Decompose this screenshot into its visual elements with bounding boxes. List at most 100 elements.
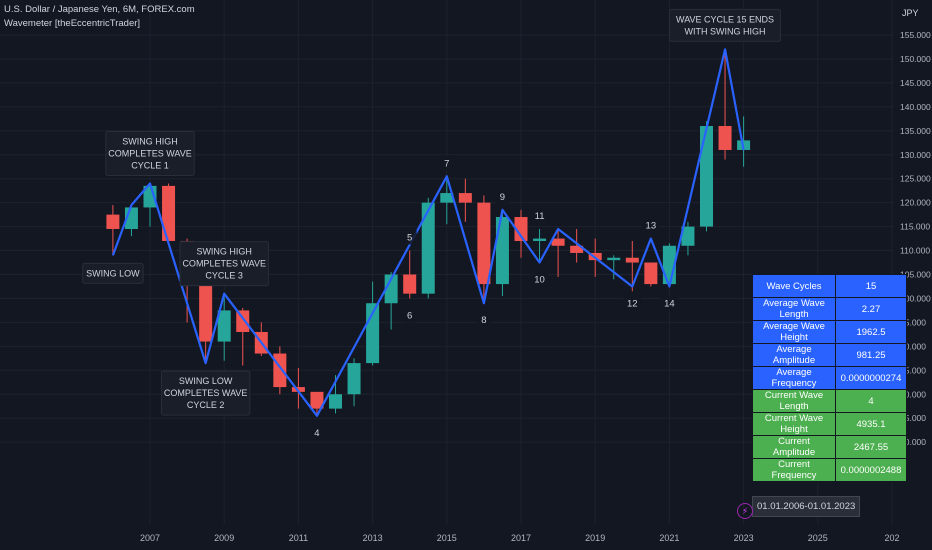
wave-number-text: 11 [535, 211, 545, 222]
candle [403, 250, 417, 299]
annotation-text: COMPLETES WAVE [164, 388, 248, 398]
wave-number-text: 14 [664, 298, 675, 309]
candle-body [477, 202, 491, 285]
wave-number-bg [309, 424, 324, 440]
candle-body [106, 214, 120, 229]
annotation-bg [82, 262, 144, 284]
x-axis[interactable]: 2007 2009 2011 2013 2015 2017 2019 2021 2023 2025… [140, 533, 900, 543]
candle-body [347, 363, 361, 395]
stats-label: Wave Cycles [752, 274, 836, 298]
lightning-icon[interactable]: ⚡ [737, 503, 753, 519]
annotation-box: WAVE CYCLE 15 ENDS WITH SWING HIGH [669, 8, 781, 42]
wave-labels: 4 5 6 7 8 9 10 11 12 13 14 SWING LOW SWING HIGH COMPL… [82, 8, 781, 440]
symbol-title: U.S. Dollar / Japanese Yen, 6M, FOREX.co… [4, 4, 195, 15]
candle [458, 178, 472, 222]
candle-body [310, 391, 324, 409]
y-tick-label: 110.000 [900, 246, 930, 256]
wave-number-bg [495, 188, 510, 204]
x-tick-label: 2009 [214, 533, 234, 543]
candle [273, 346, 287, 395]
wave-number-text: 8 [481, 315, 486, 326]
stats-value: 0.0000002488 [835, 458, 907, 482]
stats-row: Current Amplitude 2467.55 [752, 435, 907, 459]
candle-body [236, 310, 250, 332]
candle-body [291, 387, 305, 392]
y-tick-label: 155.000 [900, 30, 931, 40]
wave-number-label: 7 [439, 155, 454, 171]
wave-number-bg [623, 295, 642, 311]
candle [607, 255, 621, 280]
candle [718, 49, 732, 160]
x-tick-label: 2015 [437, 533, 457, 543]
candle-body [329, 394, 342, 409]
annotation-box: SWING LOW [82, 262, 144, 284]
candle-body [421, 202, 435, 294]
wave-number-label: 8 [476, 312, 491, 328]
wave-number-label: 5 [402, 229, 417, 245]
stats-value: 2.27 [835, 297, 907, 321]
y-axis[interactable]: JPY 70.000 75.000 80.000 85.000 90.000 95.000 1… [900, 8, 931, 447]
candle [625, 240, 639, 292]
candle [681, 221, 695, 256]
stats-label: Current Frequency [752, 458, 836, 482]
annotation-text: CYCLE 3 [205, 271, 243, 281]
candle [495, 212, 509, 297]
candle-body [681, 226, 695, 246]
wave-number-text: 13 [646, 221, 657, 232]
annotation-box: SWING LOW COMPLETES WAVE CYCLE 2 [160, 370, 251, 416]
candle-body [570, 245, 584, 253]
candle [533, 228, 547, 263]
wave-number-text: 10 [534, 275, 545, 286]
currency-label: JPY [902, 8, 919, 18]
annotation-text: COMPLETES WAVE [108, 148, 192, 158]
stats-label: Current Wave Height [752, 412, 836, 436]
y-tick-label: 75.000 [900, 413, 926, 423]
wave-number-label: 14 [660, 295, 679, 311]
candle-body [217, 310, 231, 342]
candle-body [162, 185, 176, 241]
x-tick-label: 2025 [808, 533, 828, 543]
wave-number-text: 7 [444, 158, 449, 169]
stats-value: 15 [835, 274, 907, 298]
candle [440, 176, 454, 225]
wave-number-bg [641, 217, 660, 233]
annotation-text: SWING HIGH [196, 247, 252, 257]
wave-number-label: 12 [623, 295, 642, 311]
candle-body [551, 238, 565, 246]
candle [124, 207, 138, 237]
candle [570, 228, 584, 263]
annotation-text: SWING LOW [179, 376, 233, 386]
candle-body [273, 353, 287, 388]
wave-number-bg [530, 207, 549, 223]
date-range-badge: 01.01.2006-01.01.2023 [752, 496, 861, 517]
stats-row: Current Frequency 0.0000002488 [752, 458, 907, 482]
stats-row: Average Amplitude 981.25 [752, 343, 907, 367]
wave-number-label: 4 [309, 424, 324, 440]
annotation-text: WITH SWING HIGH [685, 26, 766, 36]
y-tick-label: 80.000 [900, 389, 926, 399]
y-tick-label: 120.000 [900, 198, 931, 208]
annotation-bg [160, 370, 251, 416]
annotation-text: CYCLE 1 [131, 160, 169, 170]
stats-value: 4 [835, 389, 907, 413]
annotation-box: SWING HIGH COMPLETES WAVE CYCLE 3 [179, 241, 269, 287]
annotation-box: SWING HIGH COMPLETES WAVE CYCLE 1 [105, 130, 195, 176]
stats-label: Average Wave Length [752, 297, 836, 321]
wave-number-text: 5 [407, 233, 412, 244]
x-tick-label: 2017 [511, 533, 531, 543]
annotation-text: CYCLE 2 [187, 400, 225, 410]
x-tick-label: 202 [884, 533, 899, 543]
annotation-text: SWING LOW [86, 268, 140, 278]
candle-body [458, 193, 472, 203]
y-tick-label: 90.000 [900, 341, 926, 351]
candle-body [199, 269, 213, 342]
y-tick-label: 115.000 [900, 222, 930, 232]
y-tick-label: 95.000 [900, 317, 926, 327]
annotation-bg [669, 8, 781, 42]
candle [514, 209, 528, 258]
stats-label: Current Amplitude [752, 435, 836, 459]
y-tick-label: 130.000 [900, 150, 931, 160]
wave-number-text: 9 [500, 192, 505, 203]
candle [384, 272, 398, 330]
